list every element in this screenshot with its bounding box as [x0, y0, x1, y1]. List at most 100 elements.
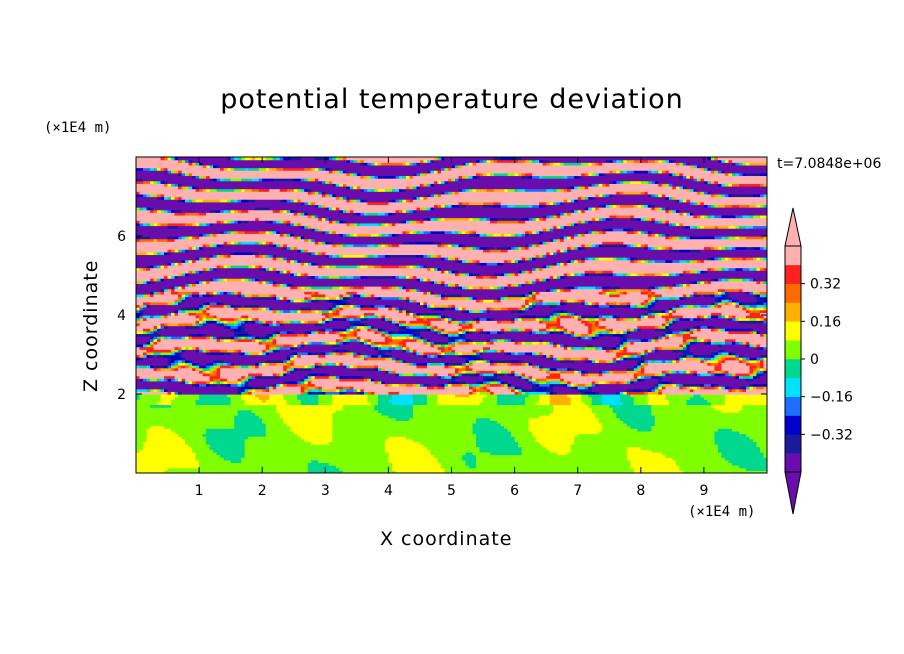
- contour-cell: [560, 322, 586, 327]
- contour-cell: [511, 246, 516, 250]
- contour-cell: [426, 304, 432, 308]
- contour-cell: [465, 380, 477, 385]
- contour-cell: [556, 315, 561, 319]
- contour-cell: [721, 278, 726, 282]
- contour-cell: [700, 249, 767, 253]
- contour-cell: [328, 207, 333, 211]
- contour-cell: [476, 162, 544, 166]
- contour-cell: [444, 167, 449, 171]
- contour-cell: [311, 228, 316, 232]
- contour-cell: [616, 415, 656, 419]
- contour-cell: [451, 243, 456, 248]
- contour-cell: [398, 209, 404, 213]
- contour-cell: [612, 180, 617, 184]
- contour-cell: [710, 315, 719, 319]
- contour-cell: [458, 330, 463, 335]
- contour-cell: [619, 357, 624, 361]
- contour-cell: [157, 338, 162, 342]
- contour-cell: [307, 330, 312, 335]
- contour-cell: [731, 341, 737, 345]
- contour-cell: [314, 386, 319, 390]
- contour-cell: [304, 225, 309, 229]
- contour-cell: [591, 322, 596, 327]
- contour-cell: [419, 162, 463, 166]
- contour-cell: [206, 212, 295, 216]
- contour-cell: [409, 199, 414, 203]
- contour-cell: [644, 259, 649, 263]
- contour-cell: [209, 383, 218, 387]
- contour-cell: [136, 428, 148, 432]
- contour-cell: [591, 304, 596, 308]
- contour-cell: [419, 330, 435, 335]
- contour-cell: [402, 325, 407, 329]
- contour-cell: [367, 341, 372, 345]
- contour-cell: [521, 375, 526, 379]
- contour-cell: [416, 288, 421, 292]
- contour-cell: [293, 246, 298, 250]
- contour-cell: [426, 338, 432, 342]
- contour-cell: [532, 280, 537, 284]
- contour-cell: [360, 199, 365, 203]
- contour-cell: [577, 333, 582, 337]
- contour-cell: [430, 328, 435, 332]
- contour-cell: [430, 341, 435, 345]
- contour-cell: [216, 336, 232, 340]
- contour-cell: [616, 204, 621, 208]
- contour-cell: [391, 357, 397, 361]
- contour-cell: [451, 204, 460, 208]
- contour-cell: [251, 317, 256, 321]
- contour-cell: [136, 214, 309, 219]
- contour-cell: [563, 236, 568, 240]
- contour-cell: [451, 333, 456, 337]
- contour-cell: [244, 449, 386, 453]
- contour-cell: [469, 322, 474, 327]
- contour-cell: [451, 304, 456, 308]
- contour-cell: [202, 188, 207, 192]
- contour-cell: [139, 307, 144, 311]
- contour-cell: [742, 267, 751, 271]
- contour-cell: [542, 214, 547, 219]
- contour-cell: [514, 259, 519, 263]
- contour-cell: [539, 204, 544, 208]
- contour-cell: [756, 291, 761, 295]
- contour-cell: [735, 338, 767, 342]
- contour-cell: [241, 380, 246, 385]
- contour-cell: [220, 454, 246, 458]
- contour-cell: [178, 365, 183, 369]
- contour-cell: [724, 170, 767, 174]
- contour-cell: [430, 362, 442, 366]
- contour-cell: [262, 178, 274, 182]
- contour-cell: [332, 180, 435, 184]
- contour-cell: [248, 383, 274, 387]
- contour-cell: [251, 386, 267, 390]
- contour-cell: [486, 262, 498, 266]
- contour-cell: [136, 299, 176, 303]
- contour-cell: [416, 312, 421, 316]
- contour-cell: [759, 214, 767, 219]
- contour-cell: [206, 164, 211, 169]
- contour-cell: [511, 372, 516, 377]
- contour-cell: [150, 267, 204, 271]
- contour-cell: [493, 246, 498, 250]
- contour-cell: [574, 209, 579, 213]
- contour-cell: [651, 288, 719, 292]
- contour-cell: [136, 157, 162, 161]
- contour-cell: [300, 378, 305, 382]
- contour-cell: [658, 183, 663, 187]
- contour-cell: [136, 291, 151, 295]
- contour-cell: [546, 278, 551, 282]
- contour-cell: [682, 386, 687, 390]
- contour-cell: [328, 296, 337, 300]
- contour-cell: [286, 283, 291, 287]
- contour-cell: [374, 293, 435, 298]
- contour-cell: [307, 380, 312, 385]
- contour-cell: [199, 233, 204, 237]
- contour-cell: [265, 428, 291, 432]
- contour-cell: [584, 230, 589, 234]
- contour-cell: [223, 291, 228, 295]
- contour-cell: [598, 333, 603, 337]
- contour-cell: [346, 222, 351, 227]
- contour-cell: [721, 354, 733, 358]
- contour-cell: [136, 228, 312, 232]
- contour-cell: [444, 180, 449, 184]
